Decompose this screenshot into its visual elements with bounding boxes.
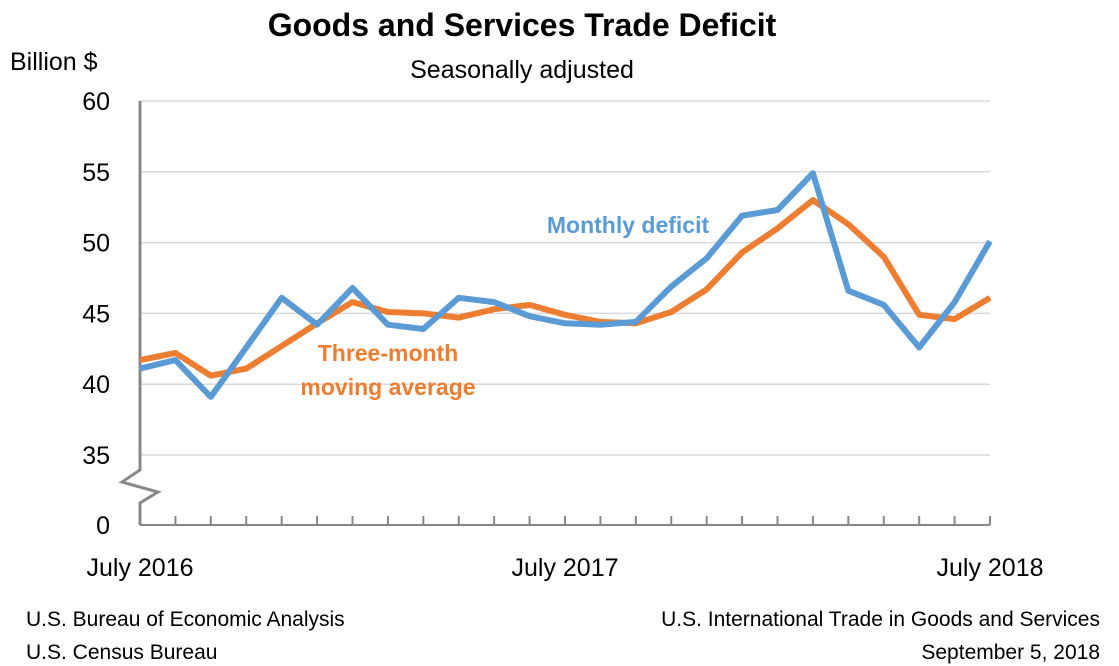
y-tick-label: 35: [82, 442, 110, 470]
y-tick-label: 55: [82, 159, 110, 187]
chart-title: Goods and Services Trade Deficit: [268, 7, 777, 43]
footer-release: U.S. International Trade in Goods and Se…: [661, 608, 1100, 631]
footer-source-1: U.S. Bureau of Economic Analysis: [26, 608, 345, 631]
footer-source-2: U.S. Census Bureau: [26, 641, 217, 664]
y-tick-label: 60: [82, 88, 110, 116]
y-tick-label: 0: [96, 512, 110, 540]
y-tick-label: 45: [82, 300, 110, 328]
x-tick-label: July 2016: [86, 554, 193, 582]
y-axis-label: Billion $: [10, 48, 98, 76]
y-tick-label: 50: [82, 230, 110, 258]
series-line-monthly-deficit: [139, 170, 993, 400]
y-tick-label: 40: [82, 371, 110, 399]
x-tick-label: July 2017: [511, 554, 618, 582]
series-label-average-line1: Three-month: [318, 340, 459, 366]
series-line-moving-average: [139, 197, 992, 379]
y-axis-with-break: [118, 101, 162, 525]
footer-date: September 5, 2018: [921, 641, 1100, 664]
x-tick-label: July 2018: [936, 554, 1043, 582]
chart-subtitle: Seasonally adjusted: [410, 56, 634, 84]
series-label-monthly: Monthly deficit: [547, 212, 710, 238]
series-label-average-line2: moving average: [300, 374, 475, 400]
